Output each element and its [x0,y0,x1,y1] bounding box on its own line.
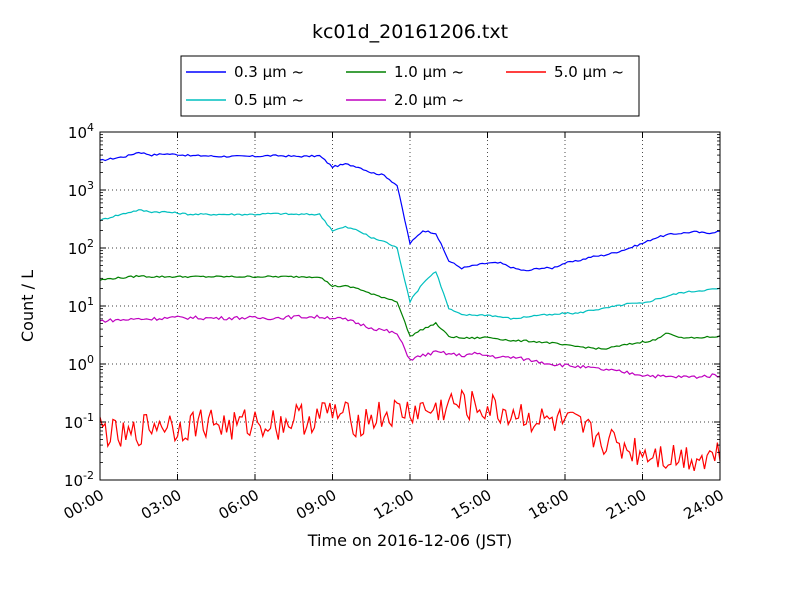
series-line-1 [99,151,721,272]
series-line-5 [99,388,721,472]
plot-area: 00:00 03:00 06:00 09:00 12:00 15:00 18:00 21:00… [61,121,727,523]
series-line-3 [99,274,721,350]
legend-label-2: 0.5 μm ~ [234,91,304,109]
legend-label-5: 5.0 μm ~ [554,63,624,81]
series-line-2 [99,209,721,320]
legend: 0.3 μm ~ 0.5 μm ~ 1.0 μm ~ 2.0 μm ~ 5.0 μm ~ [180,55,640,117]
y-tick-label: 10-2 [64,469,94,490]
y-tick-label: 101 [68,295,94,316]
legend-box [180,55,640,117]
y-tick-label: 102 [68,237,94,258]
y-tick-label: 103 [68,179,94,200]
x-axis-label: Time on 2016-12-06 (JST) [307,531,512,550]
y-tick-label: 100 [68,353,94,374]
legend-label-1: 0.3 μm ~ [234,63,304,81]
y-axis-label: Count / L [18,270,37,342]
legend-label-3: 1.0 μm ~ [394,63,464,81]
series-line-4 [99,314,721,380]
chart-title: kc01d_20161206.txt [312,21,508,43]
legend-label-4: 2.0 μm ~ [394,91,464,109]
y-tick-label: 10-1 [64,411,94,432]
y-tick-label: 104 [68,121,94,142]
